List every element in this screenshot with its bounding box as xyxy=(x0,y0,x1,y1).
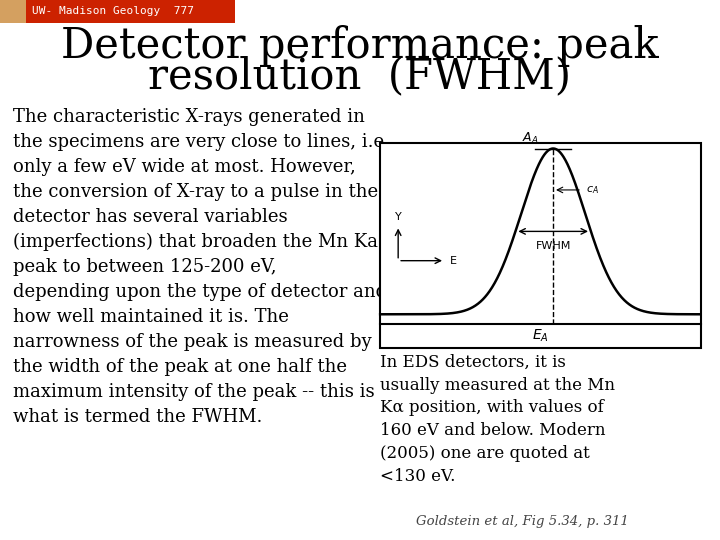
Text: FWHM: FWHM xyxy=(536,241,571,251)
Text: resolution  (FWHM): resolution (FWHM) xyxy=(148,56,572,98)
Text: The characteristic X-rays generated in
the specimens are very close to lines, i.: The characteristic X-rays generated in t… xyxy=(13,108,390,427)
Text: $A_A$: $A_A$ xyxy=(522,131,539,146)
Text: $E_A$: $E_A$ xyxy=(532,328,549,345)
Text: E: E xyxy=(450,255,457,266)
Text: In EDS detectors, it is
usually measured at the Mn
Kα position, with values of
1: In EDS detectors, it is usually measured… xyxy=(380,354,615,485)
Text: UW- Madison Geology  777: UW- Madison Geology 777 xyxy=(32,6,194,16)
Text: Goldstein et al, Fig 5.34, p. 311: Goldstein et al, Fig 5.34, p. 311 xyxy=(416,515,629,528)
Text: Detector performance: peak: Detector performance: peak xyxy=(61,25,659,67)
FancyBboxPatch shape xyxy=(380,143,701,348)
FancyBboxPatch shape xyxy=(0,0,26,23)
Text: $c_A$: $c_A$ xyxy=(585,184,598,196)
Text: Y: Y xyxy=(395,212,402,222)
FancyBboxPatch shape xyxy=(26,0,235,23)
